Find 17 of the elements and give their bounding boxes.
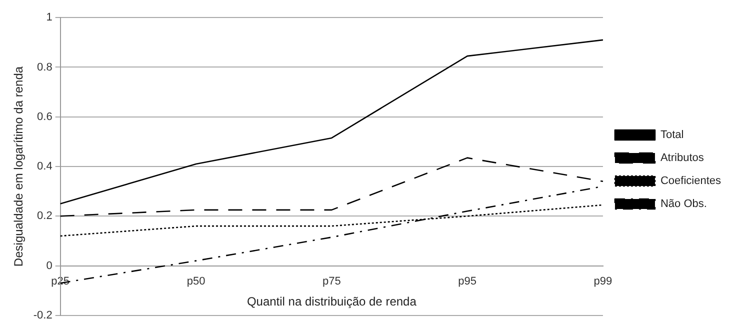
y-tick-label: 0 <box>46 260 52 272</box>
legend-label: Coeficientes <box>660 175 722 188</box>
y-tick-label: 0.6 <box>37 110 52 123</box>
legend-label: Total <box>660 129 684 142</box>
x-tick-label: p50 <box>186 275 206 288</box>
legend-label: Não Obs. <box>660 198 707 210</box>
legend-label: Atributos <box>660 152 704 164</box>
y-axis-title: Desigualdade em logarítimo da renda <box>12 66 26 267</box>
x-tick-label: p75 <box>322 275 341 288</box>
y-tick-label: 1 <box>46 12 52 24</box>
x-axis-title: Quantil na distribuição de renda <box>246 294 417 308</box>
y-tick-label: -0.2 <box>33 309 52 322</box>
y-tick-label: 0.2 <box>37 210 52 222</box>
x-tick-label: p99 <box>594 275 612 288</box>
x-tick-label: p95 <box>458 275 476 288</box>
y-tick-label: 0.4 <box>37 160 52 173</box>
y-tick-label: 0.8 <box>37 61 52 74</box>
